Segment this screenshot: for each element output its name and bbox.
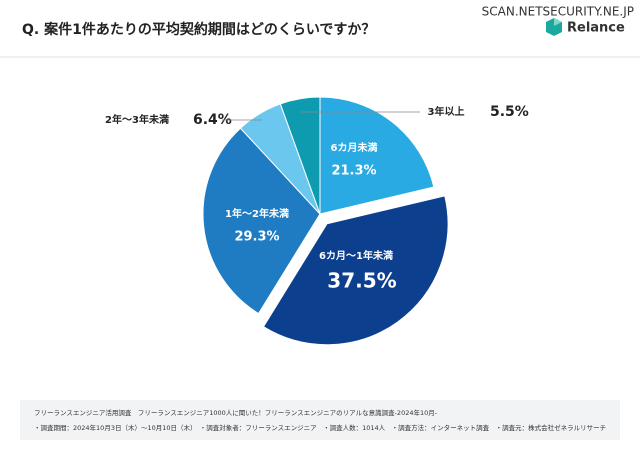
footer-line: ・調査期間：2024年10月3日（木）〜10月10日（木） ・調査対象者：フリー… <box>34 423 606 432</box>
footer-line: フリーランスエンジニア活用調査 フリーランスエンジニア1000人に聞いた！フリー… <box>34 408 438 417</box>
value-label: 5.5% <box>490 104 529 120</box>
footer-box <box>20 400 620 440</box>
slice-label: 6カ月未満 <box>331 141 378 154</box>
pie-slice <box>319 96 435 215</box>
brand-logo <box>546 18 562 36</box>
brand: Relance <box>567 21 625 36</box>
pie-slice <box>202 127 321 315</box>
watermark: SCAN.NETSECURITY.NE.JP <box>482 5 634 19</box>
value-label: 6.4% <box>193 112 232 128</box>
slice-label: 3年以上 <box>428 105 465 118</box>
value-label: 21.3% <box>331 164 376 179</box>
slice-label: 1年〜2年未満 <box>225 207 289 220</box>
slice-label: 6カ月〜1年未満 <box>319 249 393 262</box>
slice-label: 2年〜3年未満 <box>105 113 169 126</box>
pie-slice <box>279 96 321 215</box>
value-label: 37.5% <box>327 269 396 293</box>
chart-title: Q. 案件1件あたりの平均契約期間はどのくらいですか？ <box>22 21 375 38</box>
pie-slice <box>262 195 449 346</box>
value-label: 29.3% <box>234 230 279 245</box>
